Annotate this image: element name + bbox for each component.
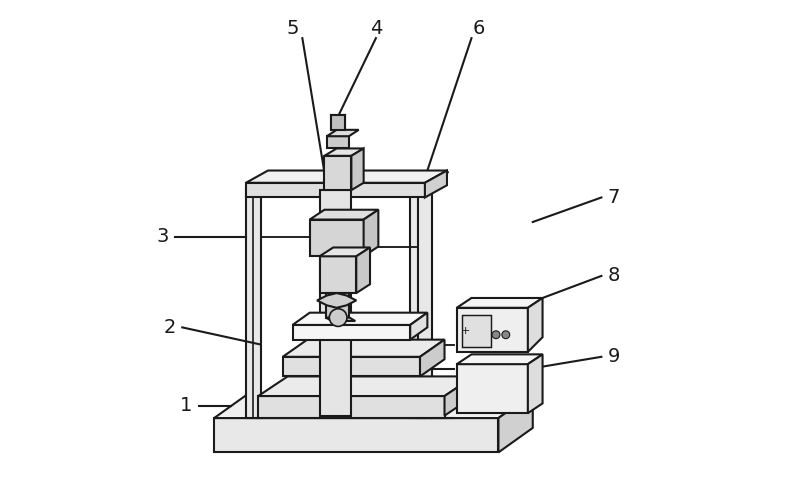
Polygon shape [324, 148, 364, 156]
Polygon shape [317, 293, 356, 308]
Text: 3: 3 [157, 227, 168, 246]
Bar [282, 357, 420, 377]
Bar [320, 256, 356, 293]
Text: 7: 7 [607, 188, 620, 207]
Text: 6: 6 [473, 19, 485, 38]
Bar [327, 136, 349, 148]
Polygon shape [356, 247, 370, 293]
Bar [214, 418, 498, 453]
Bar [418, 183, 432, 418]
Polygon shape [445, 377, 474, 416]
Text: 5: 5 [286, 19, 299, 38]
Bar [326, 293, 350, 317]
Polygon shape [246, 173, 282, 188]
Polygon shape [320, 247, 370, 256]
Bar [310, 219, 364, 256]
Bar [456, 308, 528, 352]
Bar [456, 364, 528, 413]
Text: 1: 1 [180, 396, 192, 415]
Bar [411, 188, 425, 418]
Polygon shape [528, 354, 543, 413]
Text: +: + [461, 326, 471, 336]
Polygon shape [418, 172, 448, 183]
Polygon shape [351, 148, 364, 190]
Bar [324, 156, 351, 190]
Polygon shape [498, 393, 533, 453]
Polygon shape [411, 173, 447, 188]
Polygon shape [411, 313, 427, 340]
Bar [258, 396, 445, 418]
Polygon shape [214, 393, 533, 418]
Polygon shape [456, 298, 543, 308]
Polygon shape [310, 210, 378, 219]
Text: 9: 9 [607, 347, 620, 366]
Polygon shape [258, 377, 474, 396]
Polygon shape [246, 171, 447, 183]
Bar [246, 188, 261, 418]
Bar [462, 315, 491, 347]
Polygon shape [326, 317, 355, 321]
Polygon shape [456, 354, 543, 364]
Polygon shape [293, 313, 427, 325]
Polygon shape [364, 210, 378, 256]
Bar [331, 115, 346, 130]
Polygon shape [420, 340, 445, 377]
Circle shape [329, 309, 347, 326]
Polygon shape [327, 130, 359, 136]
Polygon shape [425, 171, 447, 198]
Bar [246, 183, 425, 198]
Circle shape [492, 331, 500, 339]
Bar [320, 190, 351, 416]
Polygon shape [528, 298, 543, 352]
Text: 8: 8 [607, 266, 620, 285]
Bar [293, 325, 411, 340]
Text: 4: 4 [369, 19, 382, 38]
Polygon shape [282, 340, 445, 357]
Circle shape [501, 331, 509, 339]
Text: 2: 2 [164, 318, 176, 337]
